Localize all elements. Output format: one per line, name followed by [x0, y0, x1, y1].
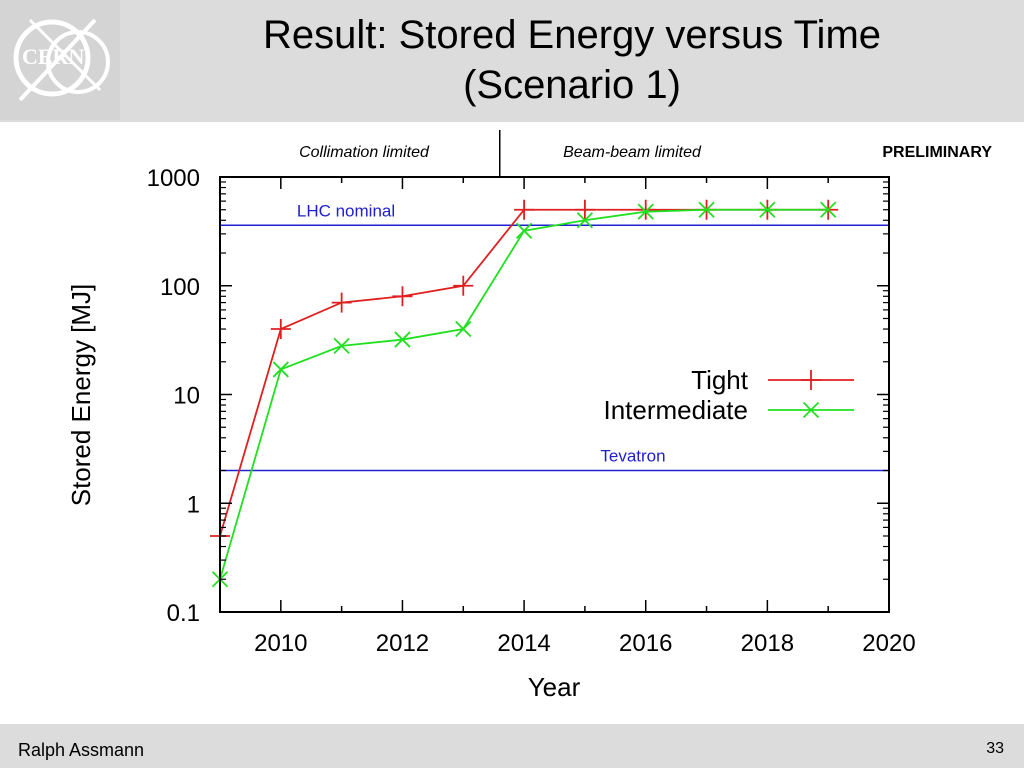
y-tick-label: 10 — [173, 383, 200, 410]
chart: Collimation limited Beam-beam limited PR… — [66, 130, 992, 702]
data-point-intermediate — [637, 203, 654, 220]
legend: Tight Intermediate — [603, 365, 854, 425]
x-tick-label: 2020 — [862, 630, 915, 657]
page-number: 33 — [986, 740, 1004, 757]
reference-lines-layer: LHC nominal Tevatron — [220, 201, 889, 472]
x-tick-label: 2018 — [741, 630, 794, 657]
legend-label-intermediate: Intermediate — [603, 395, 748, 425]
header-band — [0, 0, 1024, 122]
footer-band — [0, 724, 1024, 768]
data-point-intermediate — [820, 201, 837, 218]
series-layer — [210, 199, 839, 588]
logo-text: CERN — [22, 44, 85, 69]
tick-labels-layer: 0.1 1 10 100 1000 2010 2012 2014 2016 2018 2020 — [147, 165, 916, 657]
x-tick-label: 2014 — [497, 630, 550, 657]
x-axis-title: Year — [528, 672, 581, 702]
slide-title-line-2: (Scenario 1) — [463, 63, 681, 107]
data-point-intermediate — [333, 337, 350, 355]
cern-logo: CERN — [0, 0, 120, 120]
slide-title: Result: Stored Energy versus Time (Scena… — [120, 10, 1024, 110]
collimation-limited-label: Collimation limited — [299, 144, 430, 161]
footer-author: Ralph Assmann — [18, 740, 145, 760]
y-tick-label: 0.1 — [167, 600, 200, 627]
y-tick-label: 100 — [160, 274, 200, 301]
annotation-layer: Collimation limited Beam-beam limited PR… — [299, 130, 992, 176]
reference-line-label-1: Tevatron — [600, 447, 665, 466]
x-tick-label: 2016 — [619, 630, 672, 657]
cern-logo-icon — [13, 18, 110, 102]
plot-frame — [219, 176, 890, 613]
ticks-layer — [219, 176, 890, 613]
y-axis-title: Stored Energy [MJ] — [66, 284, 96, 507]
x-tick-label: 2010 — [254, 630, 307, 657]
beam-beam-limited-label: Beam-beam limited — [563, 144, 702, 161]
y-tick-label: 1000 — [147, 165, 200, 192]
data-point-intermediate — [576, 212, 594, 229]
data-point-intermediate — [698, 201, 715, 218]
slide-title-line-1: Result: Stored Energy versus Time — [262, 13, 882, 57]
y-tick-label: 1 — [187, 491, 200, 518]
data-point-intermediate — [759, 201, 776, 218]
reference-line-label-0: LHC nominal — [297, 201, 395, 220]
data-point-intermediate — [272, 361, 289, 378]
data-point-intermediate — [455, 320, 472, 338]
x-tick-label: 2012 — [376, 630, 429, 657]
preliminary-label: PRELIMINARY — [882, 144, 992, 161]
data-point-intermediate — [394, 331, 411, 348]
data-point-intermediate — [515, 222, 533, 239]
legend-label-tight: Tight — [691, 365, 749, 395]
legend-marker-intermediate — [802, 401, 820, 419]
